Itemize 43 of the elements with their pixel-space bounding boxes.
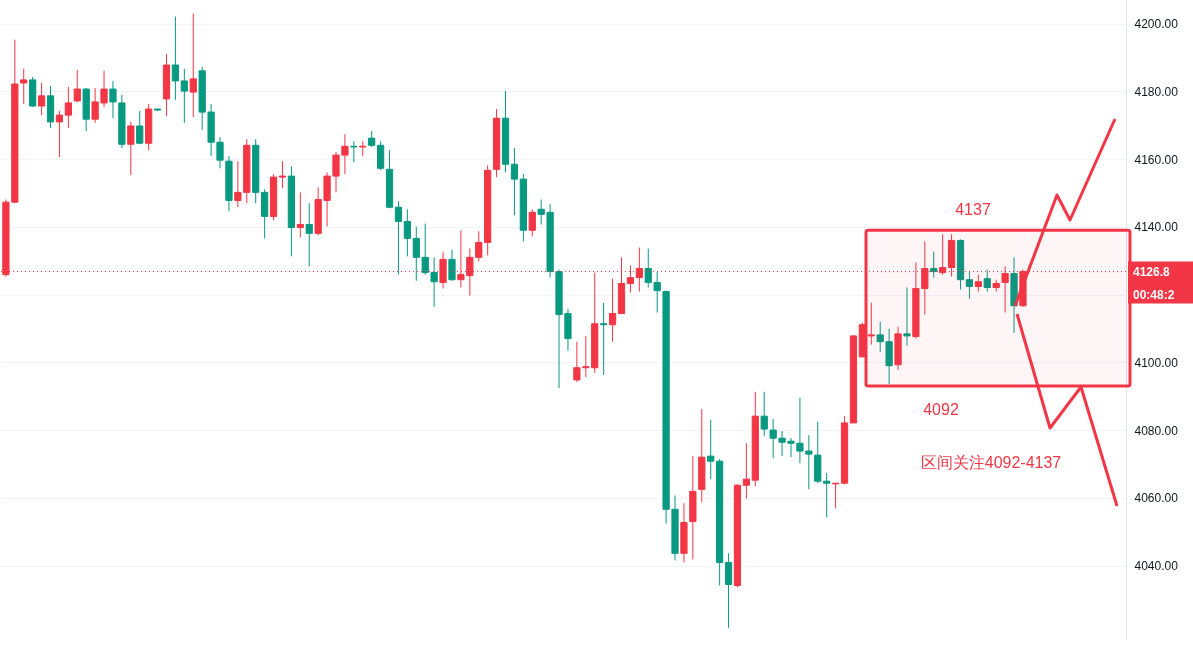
candlestick [73, 69, 81, 103]
candlestick [127, 121, 135, 176]
candlestick [742, 442, 751, 499]
candlestick [510, 147, 519, 216]
candlestick [296, 191, 304, 238]
candlestick [724, 552, 733, 629]
y-tick-label: 4180.00 [1134, 84, 1179, 99]
candlestick [55, 110, 64, 158]
text: 00:48:2 [1133, 288, 1175, 302]
annotation: 4137 [955, 201, 991, 218]
candlestick [528, 208, 536, 237]
candlestick [350, 140, 358, 163]
candlestick [394, 200, 403, 276]
candlestick [136, 110, 144, 145]
candlestick [930, 251, 938, 279]
annotation: 区间关注4092-4137 [920, 454, 1062, 471]
candlestick [376, 140, 385, 171]
candlestick [403, 208, 411, 257]
candlestick [64, 86, 72, 129]
candlestick [707, 419, 715, 480]
candlestick [305, 202, 313, 267]
y-tick-label: 4040.00 [1134, 559, 1179, 573]
candlestick [171, 16, 180, 101]
candlestick [37, 82, 46, 116]
candlestick [180, 68, 188, 124]
annotation: 4092 [923, 401, 959, 418]
y-tick-label: 4140.00 [1134, 220, 1179, 235]
candlestick [278, 160, 287, 189]
candlestick [867, 302, 875, 346]
candlestick [448, 249, 456, 282]
ref-line-label: 4126.8 [1133, 264, 1171, 279]
y-tick-label: 4100.00 [1134, 355, 1179, 370]
candlestick [189, 13, 197, 118]
y-tick-label: 4160.00 [1134, 152, 1179, 167]
candlestick [831, 482, 840, 509]
y-tick-label: 4060.00 [1134, 491, 1179, 506]
y-tick-label: 4080.00 [1134, 423, 1179, 438]
y-tick-label: 4200.00 [1134, 17, 1179, 32]
candlestick [983, 269, 991, 293]
candlestick [903, 286, 911, 347]
candlestick [965, 271, 974, 300]
candlestick [600, 302, 608, 376]
candlestick [608, 278, 617, 343]
